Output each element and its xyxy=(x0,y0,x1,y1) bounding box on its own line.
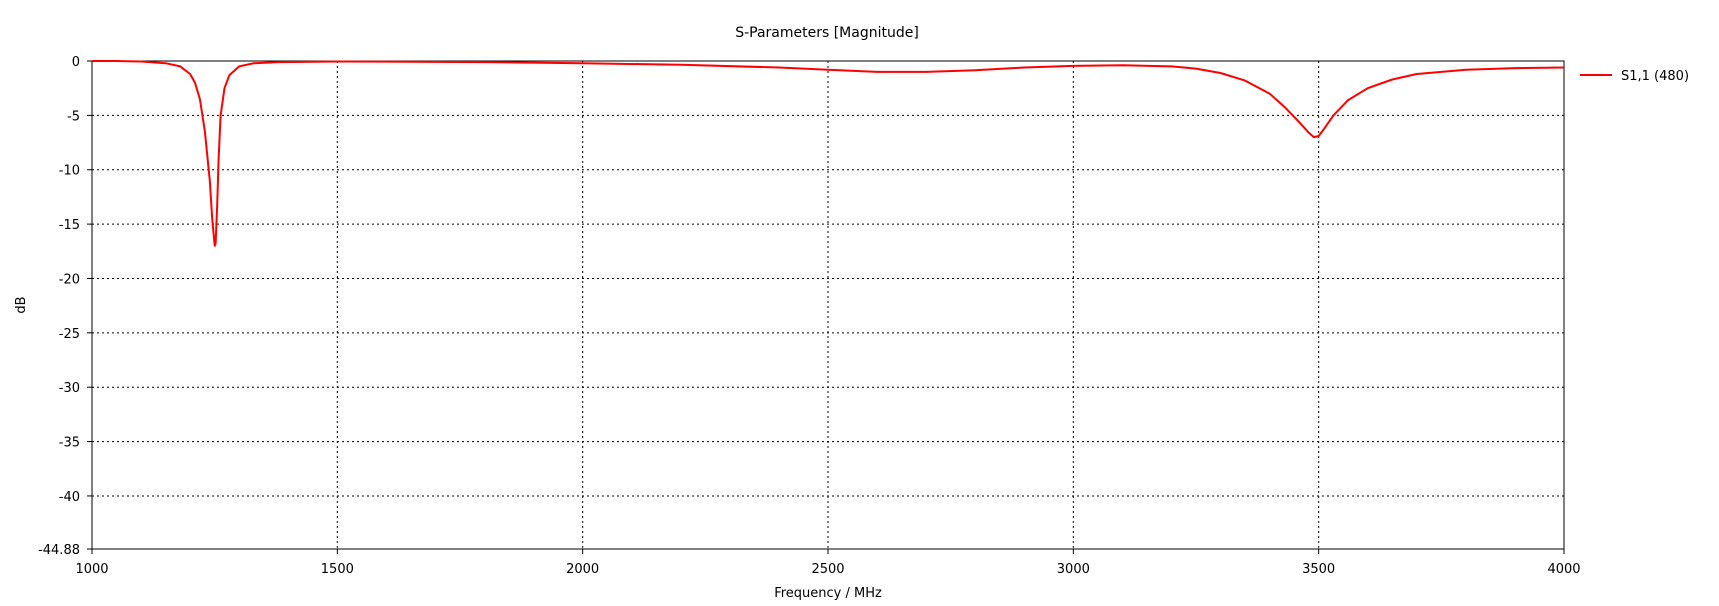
y-tick-label: -30 xyxy=(59,381,80,396)
x-axis-label: Frequency / MHz xyxy=(774,586,882,601)
x-tick-label: 4000 xyxy=(1547,562,1580,577)
y-tick-label: -25 xyxy=(59,327,80,342)
y-tick-label-min: -44.88 xyxy=(38,543,80,558)
plot-area xyxy=(91,60,1565,550)
y-tick-label: -20 xyxy=(59,272,80,287)
legend: S1,1 (480) xyxy=(1580,69,1689,84)
x-tick-label: 1500 xyxy=(321,562,354,577)
y-tick-label: 0 xyxy=(72,55,80,70)
y-tick-label: -35 xyxy=(59,436,80,451)
grid xyxy=(92,61,1564,549)
series-line-s11 xyxy=(92,60,1565,247)
y-tick-label: -40 xyxy=(59,490,80,505)
y-axis-label: dB xyxy=(14,296,29,313)
x-tick-label: 3500 xyxy=(1302,562,1335,577)
y-tick-label: -5 xyxy=(67,109,80,124)
series-layer xyxy=(92,60,1565,247)
y-tick-label: -10 xyxy=(59,164,80,179)
y-tick-label: -15 xyxy=(59,218,80,233)
x-tick-label: 2000 xyxy=(566,562,599,577)
x-tick-label: 1000 xyxy=(75,562,108,577)
x-tick-label: 2500 xyxy=(811,562,844,577)
x-tick-label: 3000 xyxy=(1057,562,1090,577)
chart-title: S-Parameters [Magnitude] xyxy=(735,25,919,41)
legend-label-s11: S1,1 (480) xyxy=(1621,69,1689,84)
axis-ticks: 1000 1500 2000 2500 3000 3500 4000 0 -5 -10 -15 -20… xyxy=(38,55,1580,577)
